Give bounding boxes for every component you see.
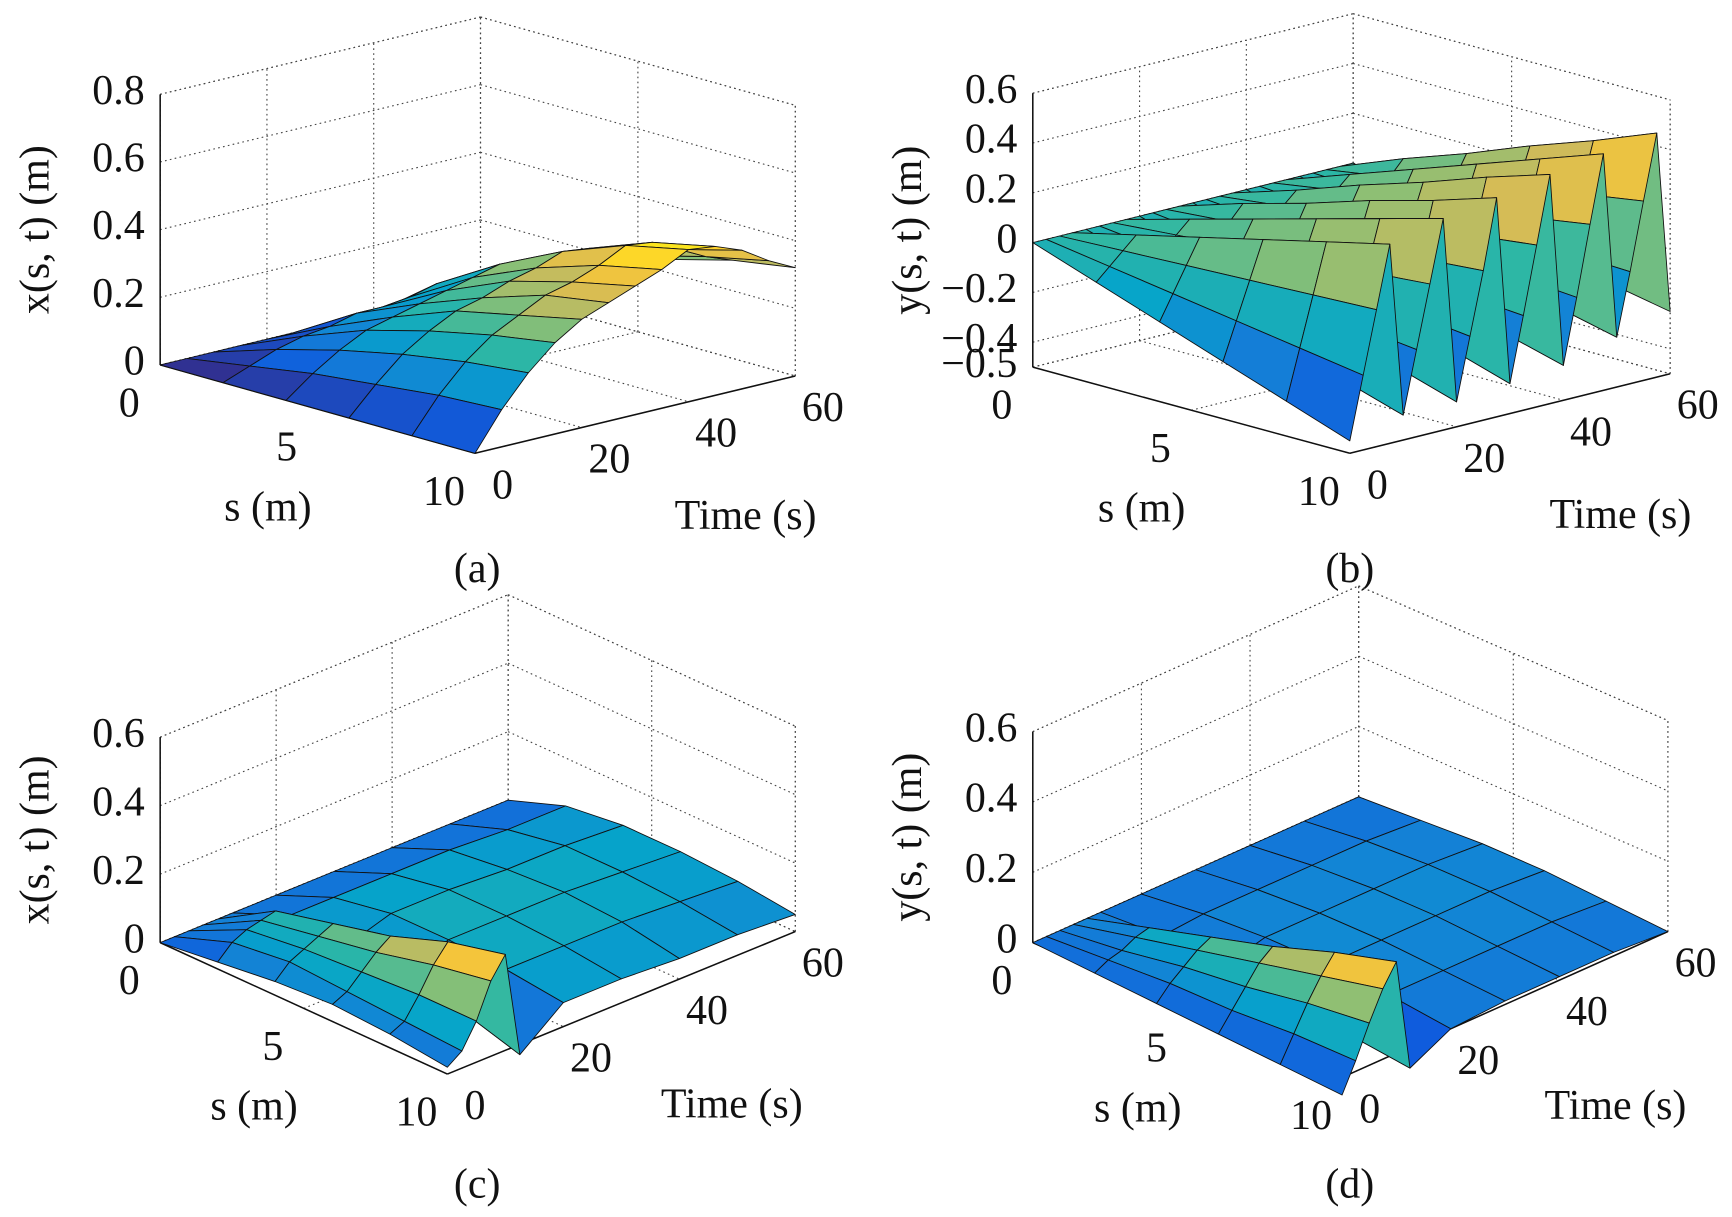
x-tick-label: 0 — [119, 958, 140, 1004]
x-tick-label: 5 — [1150, 426, 1171, 472]
panel-caption: (a) — [454, 546, 501, 592]
panel-caption: (d) — [1325, 1161, 1374, 1207]
z-tick-label: 0 — [124, 916, 145, 962]
z-tick-label: 0.4 — [92, 779, 144, 825]
grid-line — [160, 151, 481, 231]
x-axis-label: s (m) — [1098, 485, 1185, 531]
grid-line — [1352, 62, 1671, 151]
x-tick-label: 10 — [1290, 1093, 1332, 1139]
y-tick-label: 40 — [1566, 989, 1608, 1035]
y-tick-label: 0 — [1367, 462, 1388, 508]
y-tick-label: 20 — [1457, 1038, 1499, 1084]
axis-line — [1032, 366, 1351, 455]
grid-line — [1032, 13, 1354, 94]
y-axis-label: Time (s) — [661, 1081, 803, 1127]
grid-line — [1032, 112, 1354, 194]
y-axis-label: Time (s) — [675, 493, 817, 539]
x-tick-label: 5 — [262, 1024, 283, 1070]
z-tick-label: 0 — [124, 339, 145, 385]
axis-line — [447, 930, 796, 1075]
grid-line — [1032, 62, 1354, 144]
z-tick-label: 0 — [996, 916, 1017, 962]
z-axis-label: y(s, t) (m) — [885, 753, 931, 922]
y-tick-label: 0 — [492, 462, 513, 508]
y-tick-label: 0 — [464, 1083, 485, 1129]
z-tick-label: 0.2 — [92, 848, 144, 894]
y-tick-label: 40 — [695, 411, 737, 457]
surface-patch — [389, 1020, 463, 1068]
y-tick-label: 60 — [1675, 941, 1717, 987]
axis-line — [1349, 373, 1671, 455]
grid-line — [1352, 13, 1671, 101]
z-tick-label: 0.2 — [965, 166, 1017, 212]
x-tick-label: 5 — [1146, 1026, 1167, 1072]
y-axis-label: Time (s) — [1549, 492, 1691, 538]
panel-caption: (c) — [454, 1161, 501, 1207]
z-tick-label: −0.4 — [941, 316, 1017, 362]
y-tick-label: 0 — [1359, 1086, 1380, 1132]
x-tick-label: 10 — [395, 1090, 437, 1136]
z-tick-label: 0.4 — [92, 203, 144, 249]
x-tick-label: 5 — [276, 425, 297, 471]
y-tick-label: 20 — [1463, 436, 1505, 482]
z-tick-label: −0.2 — [941, 266, 1017, 312]
z-tick-label: 0.4 — [965, 117, 1017, 163]
y-tick-label: 20 — [588, 437, 630, 483]
z-axis-label: y(s, t) (m) — [885, 146, 931, 315]
z-tick-label: 0.2 — [92, 271, 144, 317]
x-axis-label: s (m) — [224, 484, 311, 530]
x-tick-label: 0 — [991, 383, 1012, 429]
y-tick-label: 20 — [570, 1036, 612, 1082]
z-tick-label: 0.6 — [965, 67, 1017, 113]
grid-line — [1358, 726, 1669, 862]
panel-caption: (b) — [1325, 546, 1374, 592]
x-axis-label: s (m) — [210, 1084, 297, 1130]
grid-line — [1358, 585, 1669, 722]
z-tick-label: 0.8 — [92, 68, 144, 114]
x-axis-label: s (m) — [1094, 1085, 1181, 1131]
grid-line — [159, 662, 509, 807]
y-tick-label: 40 — [1570, 409, 1612, 455]
y-tick-label: 60 — [802, 941, 844, 987]
x-tick-label: 10 — [423, 469, 465, 515]
z-axis-label: x(s, t) (m) — [12, 755, 58, 924]
z-axis-label: x(s, t) (m) — [12, 145, 58, 314]
x-tick-label: 0 — [991, 958, 1012, 1004]
z-tick-label: 0.2 — [965, 846, 1017, 892]
x-tick-label: 10 — [1298, 469, 1340, 515]
grid-line — [1358, 655, 1669, 792]
y-axis-label: Time (s) — [1545, 1083, 1687, 1129]
surface-patch — [1285, 347, 1364, 442]
z-tick-label: −0.5 — [941, 341, 1017, 387]
y-tick-label: 60 — [802, 385, 844, 431]
grid-line — [159, 594, 509, 738]
z-tick-label: 0.6 — [965, 705, 1017, 751]
grid-line — [1032, 585, 1359, 733]
z-tick-label: 0.4 — [965, 776, 1017, 822]
x-tick-label: 0 — [119, 381, 140, 427]
axis-line — [159, 941, 448, 1075]
surface-patch — [1279, 1033, 1357, 1096]
y-tick-label: 60 — [1677, 383, 1719, 429]
grid-line — [160, 84, 481, 163]
y-tick-label: 40 — [686, 988, 728, 1034]
surface-patch — [411, 394, 503, 454]
z-tick-label: 0.6 — [92, 711, 144, 757]
grid-line — [160, 219, 481, 298]
axis-line — [474, 375, 796, 455]
grid-line — [1032, 655, 1359, 803]
z-tick-label: 0 — [996, 216, 1017, 262]
z-tick-label: 0.6 — [92, 136, 144, 182]
grid-line — [160, 16, 481, 95]
grid-line — [159, 731, 509, 875]
